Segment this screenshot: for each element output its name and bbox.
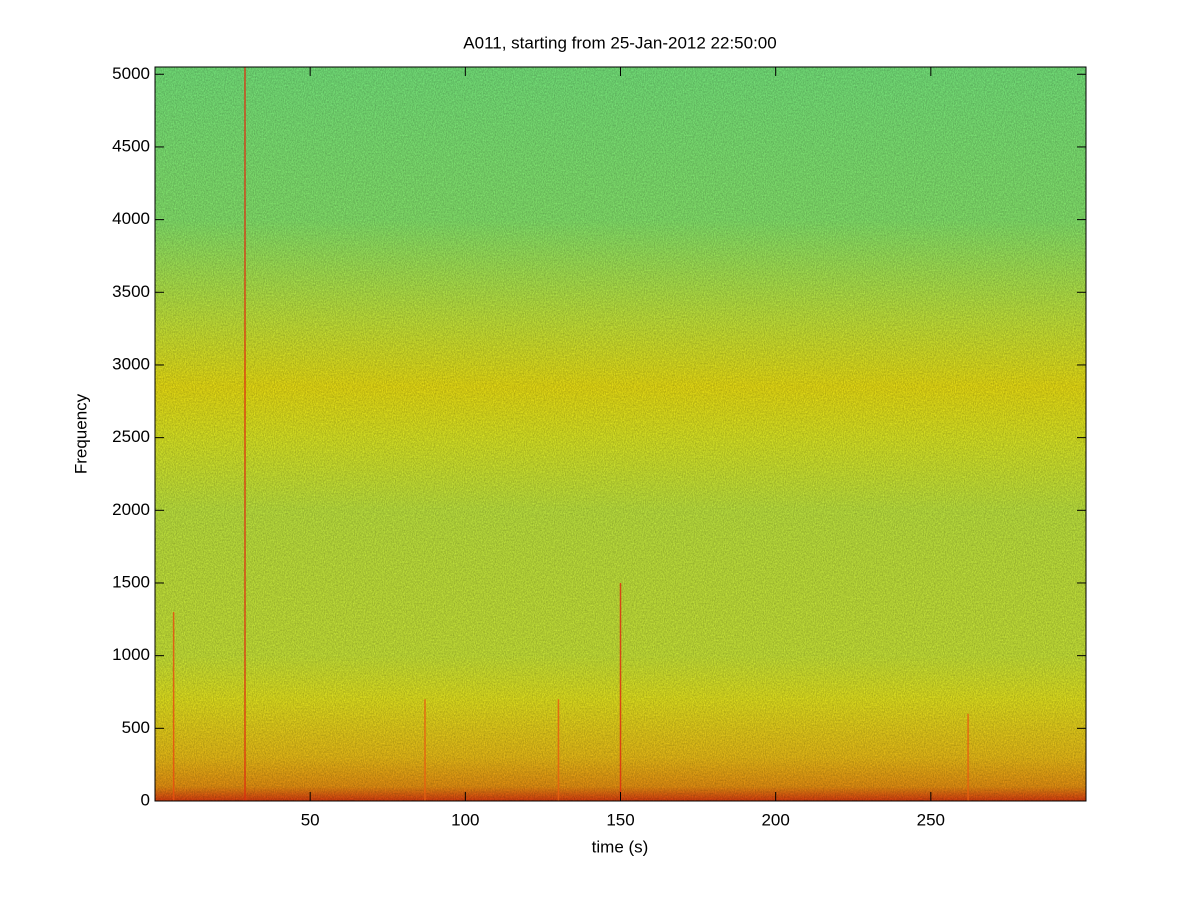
x-axis-label: time (s) xyxy=(592,837,649,856)
y-tick-label: 2000 xyxy=(112,500,150,519)
y-tick-label: 5000 xyxy=(112,64,150,83)
y-tick-label: 500 xyxy=(122,718,150,737)
x-tick-label: 100 xyxy=(451,810,479,829)
chart-title: A011, starting from 25-Jan-2012 22:50:00 xyxy=(463,33,776,52)
y-tick-label: 2500 xyxy=(112,427,150,446)
y-tick-label: 4500 xyxy=(112,136,150,155)
y-tick-label: 0 xyxy=(141,790,150,809)
y-tick-label: 1000 xyxy=(112,645,150,664)
x-tick-label: 250 xyxy=(917,810,945,829)
y-tick-label: 3500 xyxy=(112,282,150,301)
y-axis-label: Frequency xyxy=(71,393,90,474)
y-tick-label: 4000 xyxy=(112,209,150,228)
x-tick-label: 50 xyxy=(301,810,320,829)
y-tick-label: 1500 xyxy=(112,572,150,591)
x-tick-label: 150 xyxy=(606,810,634,829)
y-tick-label: 3000 xyxy=(112,354,150,373)
x-tick-label: 200 xyxy=(761,810,789,829)
